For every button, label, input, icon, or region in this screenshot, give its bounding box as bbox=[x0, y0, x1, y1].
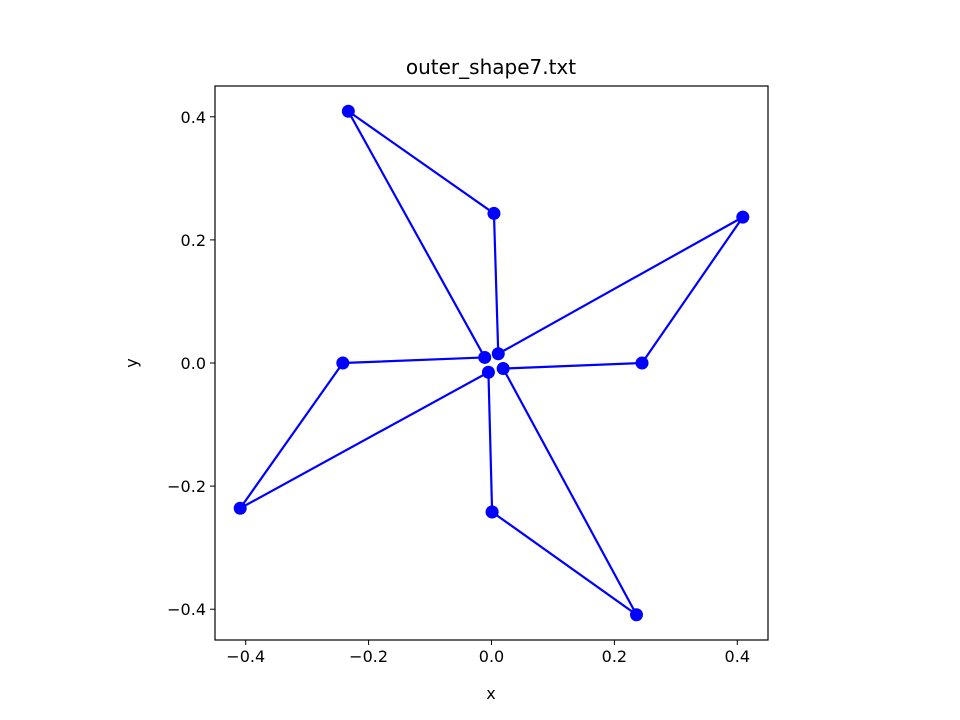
data-point bbox=[341, 104, 355, 118]
data-point bbox=[233, 501, 247, 515]
y-tick-label: 0.4 bbox=[181, 108, 206, 127]
y-tick-label: 0.0 bbox=[181, 354, 206, 373]
data-point bbox=[487, 206, 501, 220]
x-axis-ticks: −0.4 −0.2 0.0 0.2 0.4 bbox=[226, 640, 750, 666]
data-point bbox=[491, 347, 505, 361]
data-point bbox=[481, 365, 495, 379]
y-tick-label: −0.4 bbox=[167, 600, 206, 619]
chart-title: outer_shape7.txt bbox=[406, 55, 576, 79]
plot-area bbox=[215, 86, 768, 640]
data-point bbox=[635, 356, 649, 370]
y-tick-label: 0.2 bbox=[181, 231, 206, 250]
y-tick-label: −0.2 bbox=[167, 477, 206, 496]
data-point bbox=[736, 210, 750, 224]
data-point bbox=[478, 350, 492, 364]
x-tick-label: 0.0 bbox=[479, 647, 504, 666]
data-point bbox=[496, 362, 510, 376]
x-tick-label: 0.4 bbox=[725, 647, 750, 666]
y-axis-label: y bbox=[122, 358, 141, 367]
x-tick-label: 0.2 bbox=[602, 647, 627, 666]
x-tick-label: −0.4 bbox=[226, 647, 265, 666]
y-axis-ticks: −0.4 −0.2 0.0 0.2 0.4 bbox=[167, 108, 215, 619]
series-layer bbox=[233, 104, 750, 622]
data-point bbox=[630, 608, 644, 622]
x-axis-label: x bbox=[486, 684, 495, 703]
data-point bbox=[336, 356, 350, 370]
x-tick-label: −0.2 bbox=[349, 647, 388, 666]
data-point bbox=[485, 505, 499, 519]
